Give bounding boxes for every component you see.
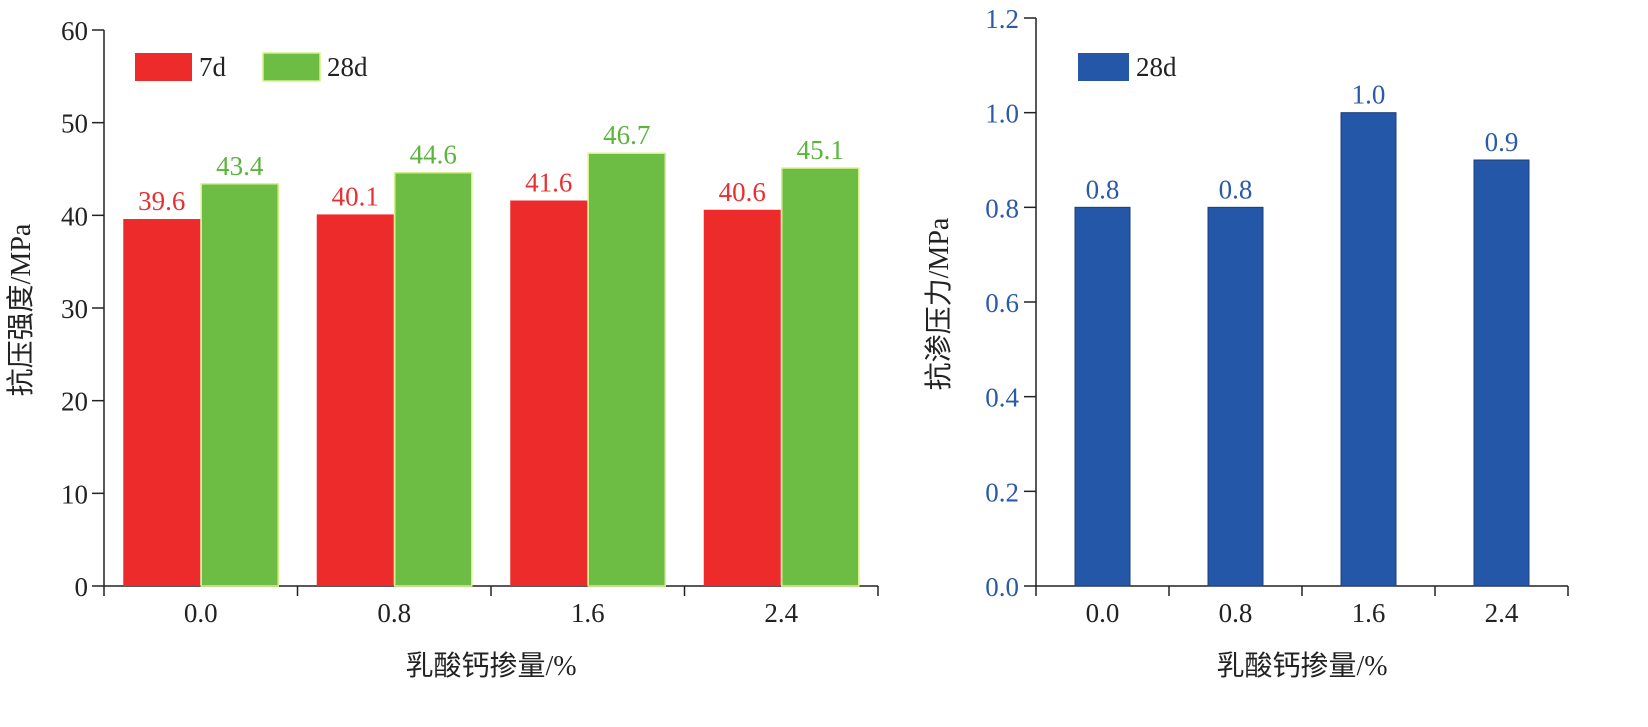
y-tick-label: 30 [61,294,88,324]
data-label: 39.6 [138,186,185,216]
x-tick-label: 0.0 [184,598,218,628]
data-label: 1.0 [1352,80,1386,110]
x-axis-title: 乳酸钙掺量/% [1216,650,1387,682]
y-tick-label: 10 [61,479,88,509]
x-tick-label: 2.4 [1485,598,1519,628]
bar-28d-0.8 [1207,206,1264,587]
y-tick-label: 40 [61,201,88,231]
bar-28d-1.6 [1340,112,1397,587]
y-tick-label: 60 [61,16,88,46]
data-label: 43.4 [216,151,264,181]
data-label: 0.8 [1219,174,1253,204]
y-tick-label: 20 [61,387,88,417]
chart-panel-1: 0 10 20 30 40 50 60 39.6 43.4 0.0 40.1 44.6 0.8 41.6 4… [5,16,879,682]
legend-swatch-28d [1078,53,1129,81]
data-label: 41.6 [525,168,572,198]
bar-7d-2.4 [703,209,781,587]
chart-panel-2: 0.0 0.2 0.4 0.6 0.8 1.0 1.2 0.8 0.0 0.8 0.8 1.0 1.6 0… [923,4,1569,682]
bar-28d-2.4 [781,167,860,587]
data-label: 0.8 [1086,174,1120,204]
legend-swatch-28d [262,52,321,82]
y-axis-title: 抗渗压力/MPa [923,217,955,390]
y-tick-label: 0 [75,572,89,602]
x-tick-label: 0.0 [1086,598,1120,628]
y-tick-label: 0.6 [985,288,1019,318]
bar-28d-1.6 [587,152,666,587]
bar-28d-0.0 [1074,206,1131,587]
x-tick-label: 0.8 [1219,598,1253,628]
data-label: 0.9 [1485,127,1519,157]
data-label: 45.1 [797,135,844,165]
y-tick-label: 0.8 [985,193,1019,223]
bar-7d-0.8 [316,214,394,586]
bar-28d-0.0 [200,183,279,587]
legend: 7d 28d [135,52,368,82]
y-tick-label: 50 [61,109,88,139]
legend-label-28d: 28d [327,52,368,82]
data-label: 46.7 [603,120,650,150]
y-tick-label: 0.4 [985,383,1019,413]
legend-swatch-7d [135,53,192,81]
legend-label-28d: 28d [1136,52,1177,82]
x-axis-title: 乳酸钙掺量/% [405,650,576,682]
x-tick-label: 0.8 [377,598,411,628]
y-tick-label: 0.0 [985,572,1019,602]
data-label: 40.1 [332,181,379,211]
y-tick-label: 1.2 [985,4,1019,34]
data-label: 40.6 [719,177,766,207]
bar-28d-0.8 [394,171,473,587]
bar-28d-2.4 [1473,159,1530,587]
data-label: 44.6 [410,140,457,170]
y-tick-label: 0.2 [985,477,1019,507]
bar-7d-1.6 [510,200,588,587]
y-axis-title: 抗压强度/MPa [5,223,37,396]
legend-label-7d: 7d [199,52,227,82]
x-tick-label: 2.4 [764,598,798,628]
y-tick-label: 1.0 [985,99,1019,129]
bar-7d-0.0 [123,219,201,587]
legend: 28d [1078,52,1177,82]
x-tick-label: 1.6 [1352,598,1386,628]
x-tick-label: 1.6 [571,598,605,628]
